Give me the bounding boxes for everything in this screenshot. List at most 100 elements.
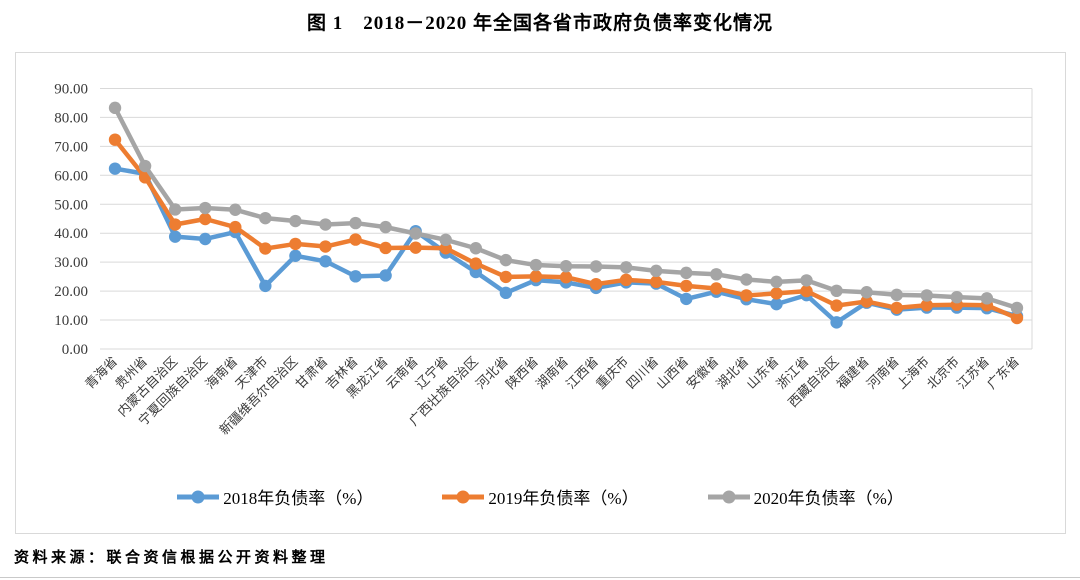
x-tick-label: 江苏省 <box>954 354 992 392</box>
data-point <box>379 241 392 255</box>
legend-label: 2018年负债率（%） <box>223 489 374 508</box>
x-tick-label: 江西省 <box>563 354 601 392</box>
data-point <box>349 233 362 246</box>
x-tick-label: 重庆市 <box>593 354 631 392</box>
data-point <box>890 288 903 302</box>
data-point <box>830 299 843 312</box>
legend-label: 2019年负债率（%） <box>488 489 639 508</box>
data-point <box>980 292 994 305</box>
data-point <box>379 269 392 282</box>
data-point <box>319 218 332 231</box>
x-tick-label: 河北省 <box>473 354 511 392</box>
x-tick-label: 北京市 <box>924 354 962 392</box>
data-point <box>138 159 152 173</box>
data-point <box>168 203 182 216</box>
data-point <box>680 292 693 306</box>
data-point <box>289 249 302 262</box>
x-tick-label: 海南省 <box>202 354 240 392</box>
data-point <box>499 270 513 284</box>
legend-marker-icon <box>442 490 485 503</box>
data-point <box>1010 311 1024 325</box>
data-point <box>770 287 783 300</box>
data-point <box>710 268 723 281</box>
series-line <box>112 166 1020 325</box>
x-tick-label: 青海省 <box>82 354 120 392</box>
data-point <box>770 297 783 311</box>
data-point <box>319 255 332 268</box>
data-point <box>529 258 543 272</box>
x-tick-label: 云南省 <box>383 354 421 392</box>
series-markers <box>108 133 1024 325</box>
data-point <box>950 290 964 304</box>
legend-item: 2020年负债率（%） <box>707 484 904 509</box>
data-point <box>649 264 663 278</box>
bottom-divider <box>0 577 1080 578</box>
legend-item: 2019年负债率（%） <box>441 484 639 509</box>
y-tick-label: 40.00 <box>54 226 88 242</box>
data-point <box>890 301 903 315</box>
x-tick-label: 广东省 <box>984 354 1022 392</box>
y-tick-label: 90.00 <box>54 81 88 97</box>
y-tick-label: 0.00 <box>62 342 88 358</box>
x-tick-label: 福建省 <box>834 354 872 392</box>
y-tick-label: 50.00 <box>54 197 88 213</box>
data-point <box>619 273 633 287</box>
series-2019年负债率（%） <box>108 133 1024 325</box>
y-tick-label: 60.00 <box>54 168 88 184</box>
x-tick-label: 湖北省 <box>713 354 751 392</box>
data-point <box>710 282 723 295</box>
data-point <box>680 279 693 293</box>
x-axis-labels: 青海省贵州省内蒙古自治区宁夏回族自治区海南省天津市新疆维吾尔自治区甘肃省吉林省黑… <box>82 354 1022 438</box>
data-point <box>108 162 122 175</box>
data-point <box>289 214 302 228</box>
data-point <box>259 279 272 293</box>
x-tick-label: 甘肃省 <box>292 354 330 392</box>
legend-label: 2020年负债率（%） <box>753 489 904 508</box>
data-point <box>830 316 843 329</box>
source-note: 资料来源：联合资信根据公开资料整理 <box>14 550 329 566</box>
y-tick-label: 20.00 <box>54 284 88 300</box>
series-markers <box>108 101 1024 315</box>
data-point <box>108 133 122 146</box>
data-point <box>379 220 392 234</box>
data-point <box>199 212 212 226</box>
legend-item: 2018年负债率（%） <box>176 484 373 509</box>
data-point <box>108 101 122 115</box>
x-tick-label: 河南省 <box>864 354 902 392</box>
data-point <box>680 266 693 280</box>
data-point <box>409 227 422 240</box>
x-tick-label: 上海市 <box>894 354 932 392</box>
data-point <box>800 284 813 298</box>
data-point <box>469 257 483 270</box>
figure-title: 图 1 2018－2020 年全国各省市政府负债率变化情况 <box>306 13 773 34</box>
chart-legend: 2018年负债率（%） 2019年负债率（%） 2020年负债率（%） <box>0 484 1080 509</box>
data-point <box>259 211 272 225</box>
data-point <box>589 277 603 291</box>
data-point <box>649 275 663 289</box>
data-point <box>1010 301 1024 315</box>
data-point <box>229 220 242 234</box>
data-point <box>319 240 332 253</box>
data-point <box>740 289 753 302</box>
data-point <box>770 275 783 289</box>
data-point <box>349 216 362 230</box>
x-tick-label: 山西省 <box>653 354 691 392</box>
x-tick-label: 四川省 <box>623 354 661 392</box>
data-point <box>800 274 813 287</box>
data-point <box>589 260 603 273</box>
data-point <box>619 261 633 274</box>
data-point <box>229 203 242 216</box>
y-tick-label: 30.00 <box>54 255 88 271</box>
series-2020年负债率（%） <box>108 101 1024 315</box>
data-point <box>830 284 843 298</box>
data-point <box>559 260 573 273</box>
y-tick-label: 10.00 <box>54 313 88 329</box>
data-point <box>920 299 933 312</box>
data-point <box>499 286 513 300</box>
data-point <box>409 241 422 254</box>
y-tick-label: 80.00 <box>54 110 88 126</box>
y-tick-label: 70.00 <box>54 139 88 155</box>
data-point <box>259 242 272 255</box>
